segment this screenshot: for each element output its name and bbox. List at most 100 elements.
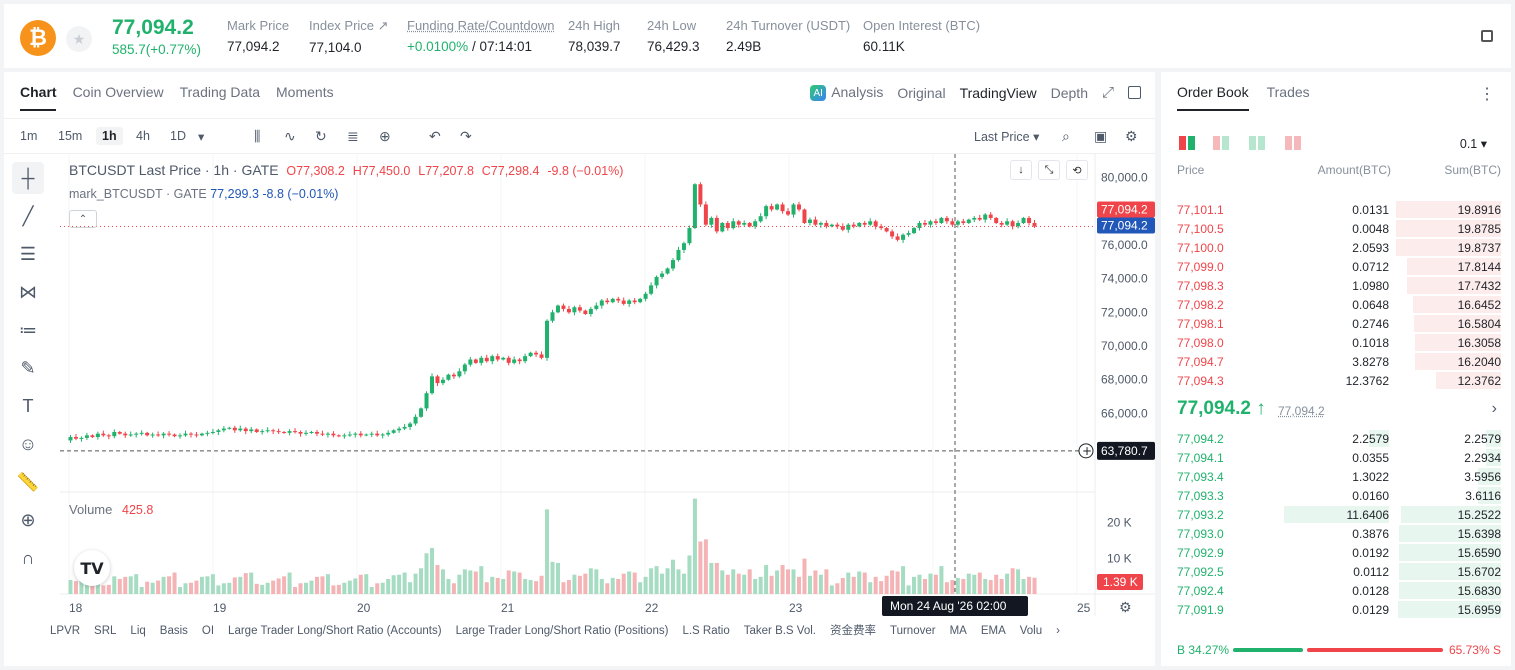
volume-bar	[402, 572, 407, 594]
indicator-item[interactable]: OI	[201, 625, 215, 637]
tab-original[interactable]: Original	[897, 84, 946, 101]
ask-row[interactable]: 77,100.0 2.0593 19.8737	[1161, 238, 1511, 257]
add-indicator-icon[interactable]: ⊕	[379, 128, 391, 144]
window-icon[interactable]	[1128, 86, 1141, 100]
timeframe-1h[interactable]: 1h	[96, 127, 123, 145]
candle-body	[950, 221, 955, 225]
indicator-item[interactable]: 资金费率	[829, 625, 876, 637]
more-options-icon[interactable]: ⋮	[1479, 86, 1495, 103]
volume-bar	[687, 555, 692, 594]
indicator-item[interactable]: Large Trader Long/Short Ratio (Accounts)	[228, 625, 442, 637]
emoji-icon[interactable]: ☺	[18, 433, 38, 454]
stat-index-price[interactable]: Index Price ↗ 77,104.0	[309, 18, 389, 55]
indicator-item[interactable]: MA	[949, 625, 967, 637]
ask-row[interactable]: 77,094.3 12.3762 12.3762	[1161, 371, 1511, 390]
bid-row[interactable]: 77,093.2 11.6406 15.2522	[1161, 505, 1511, 524]
ask-row[interactable]: 77,098.0 0.1018 16.3058	[1161, 333, 1511, 352]
tab-moments[interactable]: Moments	[276, 84, 334, 100]
template-icon[interactable]: ≣	[347, 128, 359, 144]
timeframe-4h[interactable]: 4h	[136, 129, 150, 143]
timeframe-1m[interactable]: 1m	[20, 129, 38, 143]
bid-row[interactable]: 77,092.9 0.0192 15.6590	[1161, 543, 1511, 562]
indicator-item[interactable]: Taker B.S Vol.	[743, 625, 816, 637]
camera-icon[interactable]: ▣	[1094, 128, 1108, 144]
timeframe-1d[interactable]: 1D	[170, 129, 186, 143]
bid-row[interactable]: 77,093.4 1.3022 3.5956	[1161, 467, 1511, 486]
volume-bar	[342, 582, 347, 594]
tab-tradingview[interactable]: TradingView	[959, 84, 1037, 101]
indicator-item[interactable]: EMA	[980, 625, 1006, 637]
book-icon[interactable]	[1481, 30, 1493, 42]
candle-body	[632, 300, 637, 303]
tab-chart[interactable]: Chart	[20, 84, 57, 100]
volume-bar	[473, 571, 478, 594]
collapse-legend-button[interactable]: ⌃	[69, 210, 97, 228]
arrow-down-icon[interactable]: ↓	[1010, 160, 1032, 180]
fib-icon[interactable]: ≔	[19, 319, 37, 340]
shrink-icon[interactable]: ⤡	[1038, 160, 1060, 180]
pattern-icon[interactable]: ⋈	[19, 281, 37, 302]
timeframe-15m[interactable]: 15m	[58, 129, 83, 143]
brush-icon[interactable]: ✎	[20, 357, 36, 378]
chevron-right-icon[interactable]: ›	[1056, 625, 1060, 637]
candle-body	[807, 219, 812, 223]
text-icon[interactable]: T	[22, 395, 34, 416]
refresh-icon[interactable]: ↻	[315, 128, 327, 144]
bid-row[interactable]: 77,094.2 2.2579 2.2579	[1161, 429, 1511, 448]
bid-row[interactable]: 77,093.3 0.0160 3.6116	[1161, 486, 1511, 505]
layout-asks-icon[interactable]	[1213, 136, 1231, 150]
ask-row[interactable]: 77,099.0 0.0712 17.8144	[1161, 257, 1511, 276]
horizontal-lines-icon[interactable]: ☰	[19, 243, 37, 264]
bid-row[interactable]: 77,091.9 0.0129 15.6959	[1161, 600, 1511, 619]
ask-row[interactable]: 77,094.7 3.8278 16.2040	[1161, 352, 1511, 371]
price-source-select[interactable]: Last Price ▾	[974, 130, 1040, 144]
crosshair-icon[interactable]: ┼	[12, 162, 44, 194]
ruler-icon[interactable]: 📏	[16, 471, 40, 492]
precision-select[interactable]: 0.1 ▾	[1459, 137, 1487, 151]
tab-trades[interactable]: Trades	[1266, 84, 1310, 100]
tab-order-book[interactable]: Order Book	[1177, 84, 1249, 100]
bid-row[interactable]: 77,093.0 0.3876 15.6398	[1161, 524, 1511, 543]
candle-type-icon[interactable]: ⫼	[254, 128, 261, 144]
indicator-item[interactable]: Turnover	[889, 625, 936, 637]
indicator-item[interactable]: Liq	[130, 625, 146, 637]
ask-row[interactable]: 77,100.5 0.0048 19.8785	[1161, 219, 1511, 238]
price-chart[interactable]: 80,000.078,000.076,000.074,000.072,000.0…	[60, 154, 1155, 616]
bid-row[interactable]: 77,092.4 0.0128 15.6830	[1161, 581, 1511, 600]
tab-analysis[interactable]: AI Analysis	[810, 84, 883, 102]
redo-icon[interactable]: ↷	[460, 128, 472, 144]
indicators-icon[interactable]: ∿	[284, 128, 296, 144]
ask-row[interactable]: 77,098.3 1.0980 17.7432	[1161, 276, 1511, 295]
indicator-item[interactable]: Basis	[159, 625, 188, 637]
ask-row[interactable]: 77,098.2 0.0648 16.6452	[1161, 295, 1511, 314]
layout-both-icon[interactable]	[1179, 136, 1197, 150]
stat-label[interactable]: Index Price ↗	[309, 18, 389, 33]
favorite-star-icon[interactable]: ★	[66, 26, 92, 52]
search-icon[interactable]: ⌕	[1062, 128, 1070, 144]
tab-coin-overview[interactable]: Coin Overview	[72, 84, 164, 100]
candle-body	[1010, 221, 1015, 227]
reset-icon[interactable]: ⟲	[1066, 160, 1088, 180]
ask-row[interactable]: 77,098.1 0.2746 16.5804	[1161, 314, 1511, 333]
ask-row[interactable]: 77,101.1 0.0131 19.8916	[1161, 200, 1511, 219]
indicator-item[interactable]: Large Trader Long/Short Ratio (Positions…	[455, 625, 669, 637]
gear-icon[interactable]: ⚙	[1125, 128, 1138, 144]
bid-row[interactable]: 77,094.1 0.0355 2.2934	[1161, 448, 1511, 467]
indicator-item[interactable]: SRL	[94, 625, 117, 637]
trendline-icon[interactable]: ╱	[22, 205, 34, 226]
layout-sells-icon[interactable]	[1285, 136, 1303, 150]
indicator-item[interactable]: LPVR	[50, 625, 81, 637]
zoom-icon[interactable]: ⊕	[20, 509, 36, 530]
undo-icon[interactable]: ↶	[429, 128, 441, 144]
layout-bids-icon[interactable]	[1249, 136, 1267, 150]
chevron-right-icon[interactable]: ›	[1491, 400, 1497, 417]
indicator-item[interactable]: Volu	[1019, 625, 1043, 637]
tab-depth[interactable]: Depth	[1050, 84, 1088, 101]
tab-trading-data[interactable]: Trading Data	[179, 84, 261, 100]
indicator-item[interactable]: L.S Ratio	[682, 625, 730, 637]
magnet-icon[interactable]: ∩	[21, 547, 35, 568]
chevron-down-icon[interactable]: ▾	[198, 130, 205, 144]
bid-row[interactable]: 77,092.5 0.0112 15.6702	[1161, 562, 1511, 581]
volume-bar	[358, 574, 363, 594]
expand-icon[interactable]: ⤢	[1101, 84, 1114, 102]
